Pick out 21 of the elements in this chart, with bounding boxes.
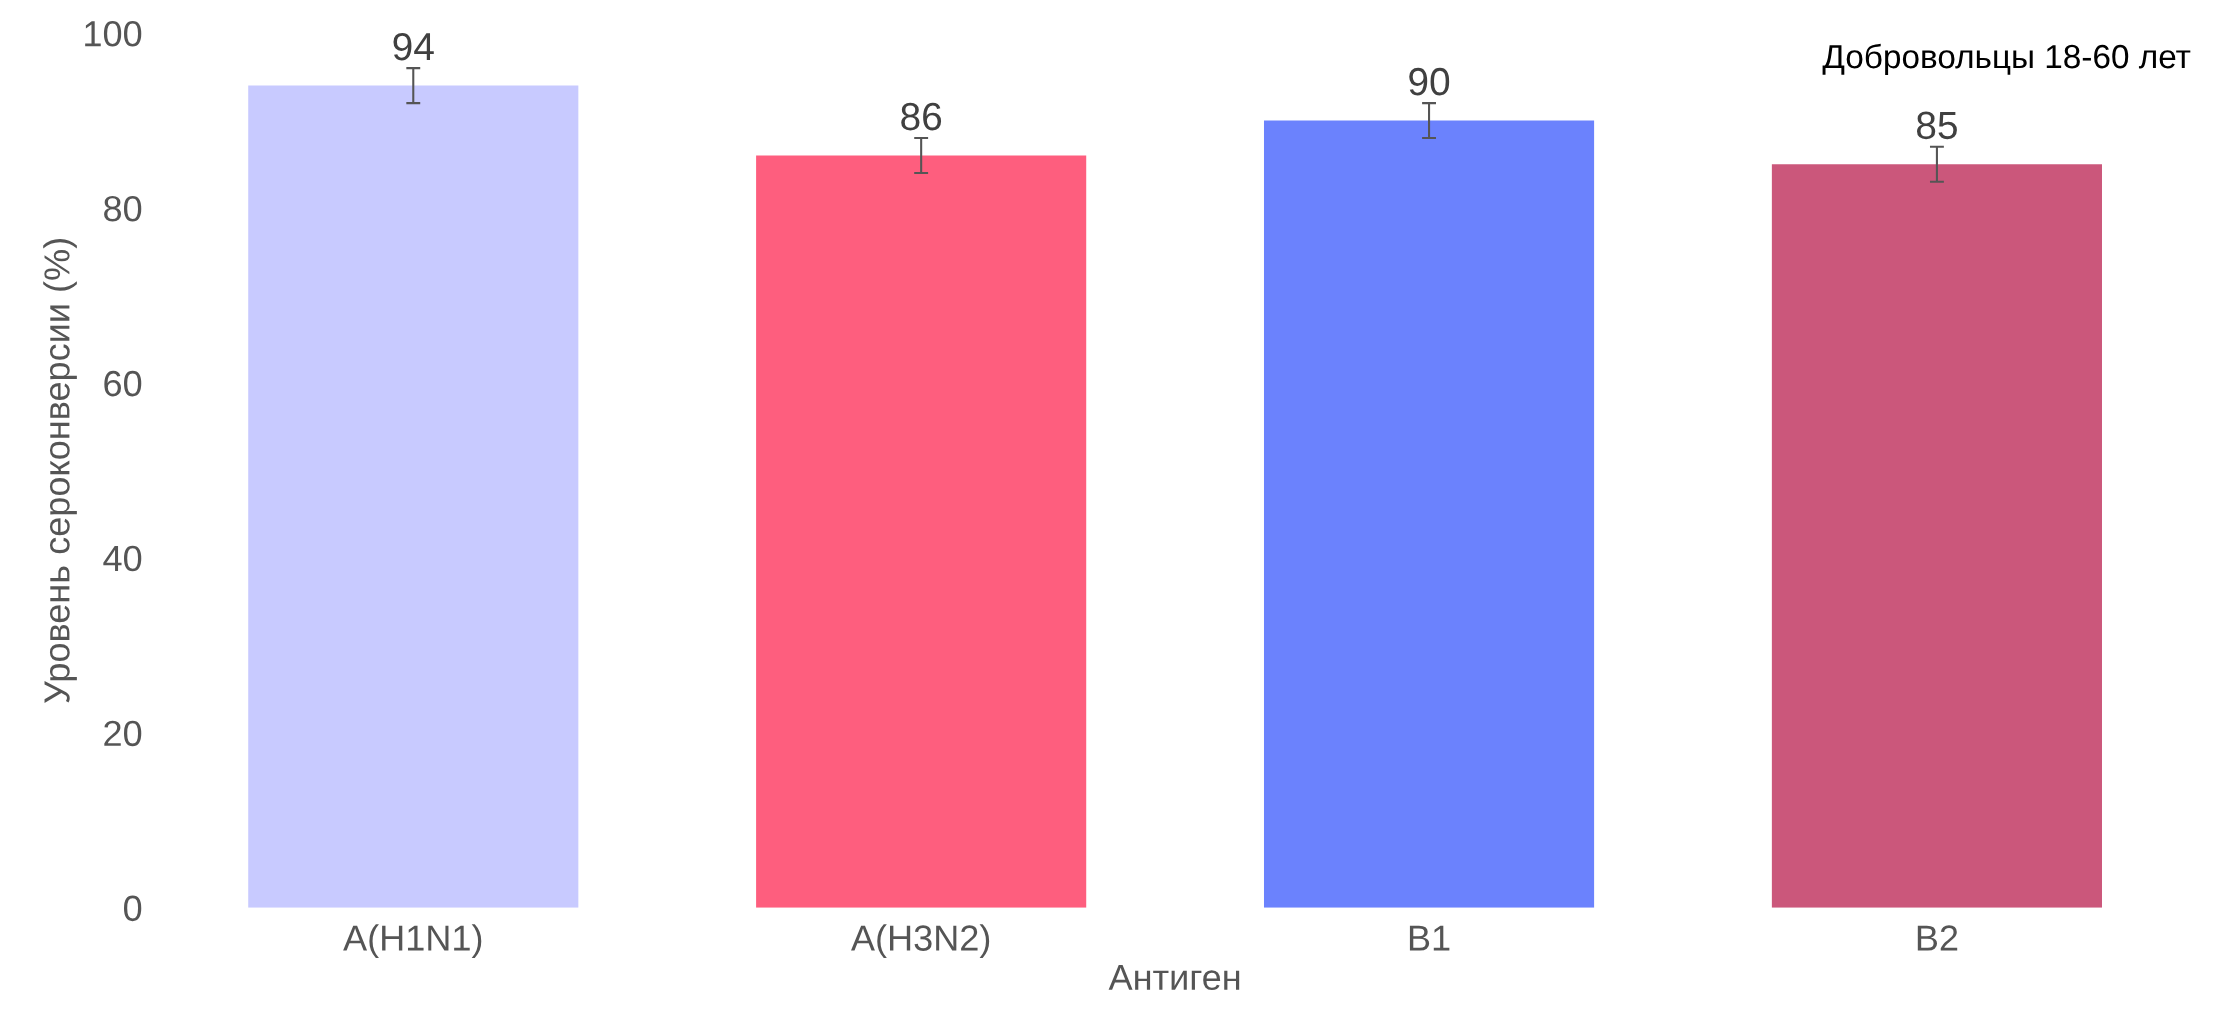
bar <box>1771 164 2102 908</box>
x-tick-label: B1 <box>1409 925 1450 951</box>
x-tick-label: B2 <box>1917 925 1958 951</box>
y-tick-label: 60 <box>104 370 142 397</box>
x-tick-label: A(H1N1) <box>343 924 482 959</box>
data-label: 90 <box>1409 67 1450 96</box>
y-tick-label: 100 <box>85 20 142 47</box>
y-tick-label: 0 <box>124 895 142 922</box>
data-label: 86 <box>901 102 942 131</box>
data-label: 85 <box>1916 111 1957 140</box>
x-tick-label: A(H3N2) <box>851 924 990 959</box>
y-tick-label: 40 <box>103 545 142 572</box>
bar <box>248 85 579 908</box>
bar <box>1263 120 1595 908</box>
chart-title: Добровольцы 18-60 лет <box>1822 43 2191 76</box>
bar <box>756 155 1087 908</box>
data-label: 94 <box>393 32 434 61</box>
y-tick-label: 20 <box>104 720 142 747</box>
y-tick-label: 80 <box>104 195 142 222</box>
x-axis-title: Антиген <box>1108 964 1240 991</box>
y-axis-title: Уровень сероконверсии (%) <box>43 239 77 704</box>
